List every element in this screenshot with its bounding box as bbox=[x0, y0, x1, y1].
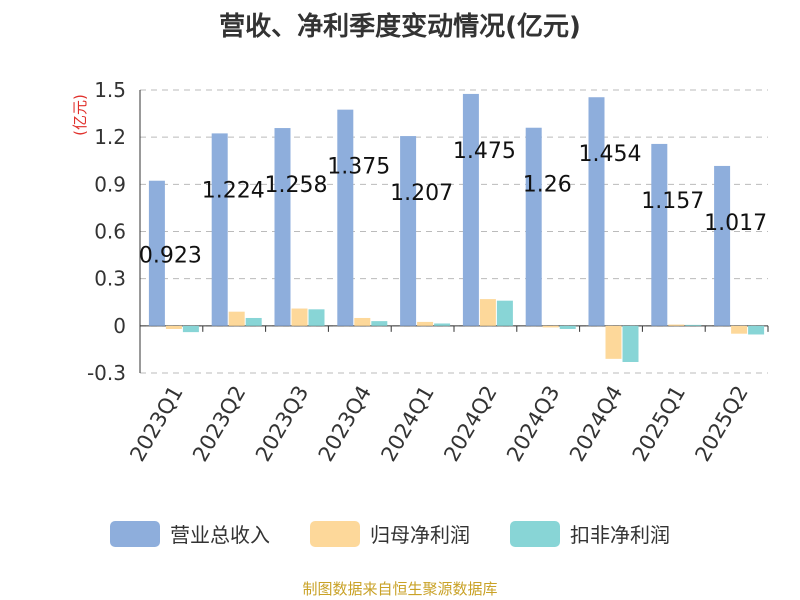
bar-net-profit bbox=[542, 325, 559, 328]
bar-deducted-profit bbox=[434, 323, 451, 326]
legend-swatch bbox=[510, 521, 560, 547]
bar-revenue bbox=[588, 97, 605, 326]
y-tick-label: 1.5 bbox=[94, 78, 126, 102]
data-label: 1.017 bbox=[704, 211, 767, 236]
bar-revenue bbox=[337, 109, 354, 326]
data-label: 1.475 bbox=[453, 139, 516, 164]
bar-net-profit bbox=[417, 321, 434, 326]
data-source-note: 制图数据来自恒生聚源数据库 bbox=[302, 580, 498, 598]
bar-deducted-profit bbox=[559, 325, 576, 329]
bar-deducted-profit bbox=[496, 300, 513, 326]
data-label: 1.157 bbox=[641, 189, 704, 214]
bar-revenue bbox=[714, 165, 731, 326]
bar-deducted-profit bbox=[622, 325, 639, 362]
data-label: 1.207 bbox=[390, 181, 453, 206]
data-label: 1.375 bbox=[327, 155, 390, 180]
y-tick-label: 0.6 bbox=[94, 220, 126, 244]
y-tick-label: -0.3 bbox=[87, 361, 126, 385]
x-tick-label: 2025Q1 bbox=[628, 382, 690, 466]
legend-label: 扣非净利润 bbox=[570, 523, 670, 547]
bar-net-profit bbox=[479, 299, 496, 326]
y-tick-label: 0 bbox=[113, 314, 126, 338]
bar-revenue bbox=[525, 127, 542, 326]
bar-revenue bbox=[211, 133, 228, 326]
y-tick-label: 0.3 bbox=[94, 267, 126, 291]
x-tick-label: 2024Q4 bbox=[565, 382, 627, 466]
x-tick-label: 2024Q2 bbox=[439, 382, 501, 466]
bar-revenue bbox=[462, 93, 479, 326]
legend-swatch bbox=[310, 521, 360, 547]
bar-deducted-profit bbox=[182, 325, 199, 333]
data-label: 1.224 bbox=[202, 178, 265, 203]
bar-net-profit bbox=[165, 325, 182, 329]
bar-net-profit bbox=[731, 325, 748, 334]
x-tick-label: 2024Q1 bbox=[376, 381, 438, 465]
data-label: 1.454 bbox=[579, 142, 642, 167]
x-tick-label: 2023Q1 bbox=[125, 382, 187, 466]
x-tick-label: 2023Q2 bbox=[188, 382, 250, 466]
bar-revenue bbox=[651, 143, 668, 326]
bar-net-profit bbox=[354, 317, 371, 326]
y-tick-label: 1.2 bbox=[94, 125, 126, 149]
legend-label: 营业总收入 bbox=[170, 523, 270, 547]
bar-net-profit bbox=[605, 325, 622, 359]
bar-deducted-profit bbox=[748, 325, 765, 335]
x-tick-label: 2024Q3 bbox=[502, 382, 564, 466]
data-label: 0.923 bbox=[139, 244, 202, 269]
legend-label: 归母净利润 bbox=[370, 523, 470, 547]
bar-net-profit bbox=[668, 324, 685, 326]
bar-revenue bbox=[148, 180, 165, 326]
y-axis-label: (亿元) bbox=[71, 94, 89, 136]
bar-deducted-profit bbox=[245, 317, 262, 326]
bar-deducted-profit bbox=[371, 321, 388, 326]
bar-deducted-profit bbox=[685, 324, 702, 326]
bar-revenue bbox=[400, 136, 417, 326]
bar-net-profit bbox=[291, 308, 308, 326]
x-tick-label: 2023Q3 bbox=[251, 382, 313, 466]
chart-title: 营收、净利季度变动情况(亿元) bbox=[219, 12, 581, 42]
y-tick-label: 0.9 bbox=[94, 172, 126, 196]
data-label: 1.258 bbox=[265, 173, 328, 198]
data-label: 1.26 bbox=[523, 173, 572, 198]
bar-revenue bbox=[274, 128, 291, 326]
x-tick-label: 2025Q2 bbox=[690, 382, 752, 466]
legend-swatch bbox=[110, 521, 160, 547]
bar-deducted-profit bbox=[308, 309, 325, 326]
bar-net-profit bbox=[228, 311, 245, 326]
x-tick-label: 2023Q4 bbox=[314, 382, 376, 466]
